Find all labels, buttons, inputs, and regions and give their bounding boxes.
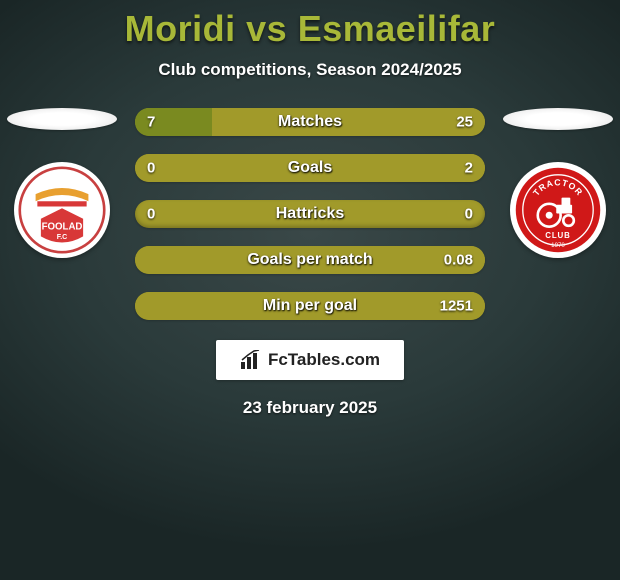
stat-value-right: 2 [465, 160, 473, 177]
stat-value-left: 0 [147, 160, 155, 177]
stat-label: Hattricks [276, 205, 344, 223]
stat-bar: Goals per match 0.08 [135, 246, 485, 274]
brand-box[interactable]: FcTables.com [216, 340, 404, 380]
stat-fill-right [212, 108, 485, 136]
right-club-badge: TRACTOR CLUB 1970 [510, 162, 606, 258]
left-player-column: FOOLAD F.C [7, 108, 117, 258]
tractor-badge-icon: TRACTOR CLUB 1970 [514, 166, 602, 254]
main-row: FOOLAD F.C Matches725Goals02Hattricks00G… [0, 108, 620, 320]
stat-bar: Goals 0 2 [135, 154, 485, 182]
content-wrapper: Moridi vs Esmaeilifar Club competitions,… [0, 0, 620, 580]
left-player-avatar-placeholder [7, 108, 117, 130]
stat-label: Matches [278, 113, 342, 131]
left-club-badge: FOOLAD F.C [14, 162, 110, 258]
stat-value-left: 7 [147, 114, 155, 131]
right-player-avatar-placeholder [503, 108, 613, 130]
stat-value-right: 1251 [440, 298, 473, 315]
stat-label: Goals per match [247, 251, 372, 269]
subtitle: Club competitions, Season 2024/2025 [158, 60, 461, 80]
stats-bars: Matches 7 25 Goals 0 2 Hattricks 0 0 Goals per ma… [135, 108, 485, 320]
stat-label: Min per goal [263, 297, 357, 315]
stat-bar: Matches 7 25 [135, 108, 485, 136]
svg-text:FOOLAD: FOOLAD [42, 221, 83, 232]
stat-value-right: 0.08 [444, 252, 473, 269]
stat-bar: Hattricks 0 0 [135, 200, 485, 228]
stat-value-right: 0 [465, 206, 473, 223]
stat-value-left: 0 [147, 206, 155, 223]
svg-text:CLUB: CLUB [545, 231, 570, 240]
svg-text:F.C: F.C [57, 234, 68, 241]
date-text: 23 february 2025 [243, 398, 377, 418]
foolad-badge-icon: FOOLAD F.C [18, 166, 106, 254]
page-title: Moridi vs Esmaeilifar [125, 8, 496, 50]
bar-chart-icon [240, 350, 262, 370]
stat-value-right: 25 [456, 114, 473, 131]
right-player-column: TRACTOR CLUB 1970 [503, 108, 613, 258]
stat-label: Goals [288, 159, 332, 177]
svg-text:1970: 1970 [551, 242, 565, 249]
brand-text: FcTables.com [268, 350, 380, 370]
stat-bar: Min per goal 1251 [135, 292, 485, 320]
